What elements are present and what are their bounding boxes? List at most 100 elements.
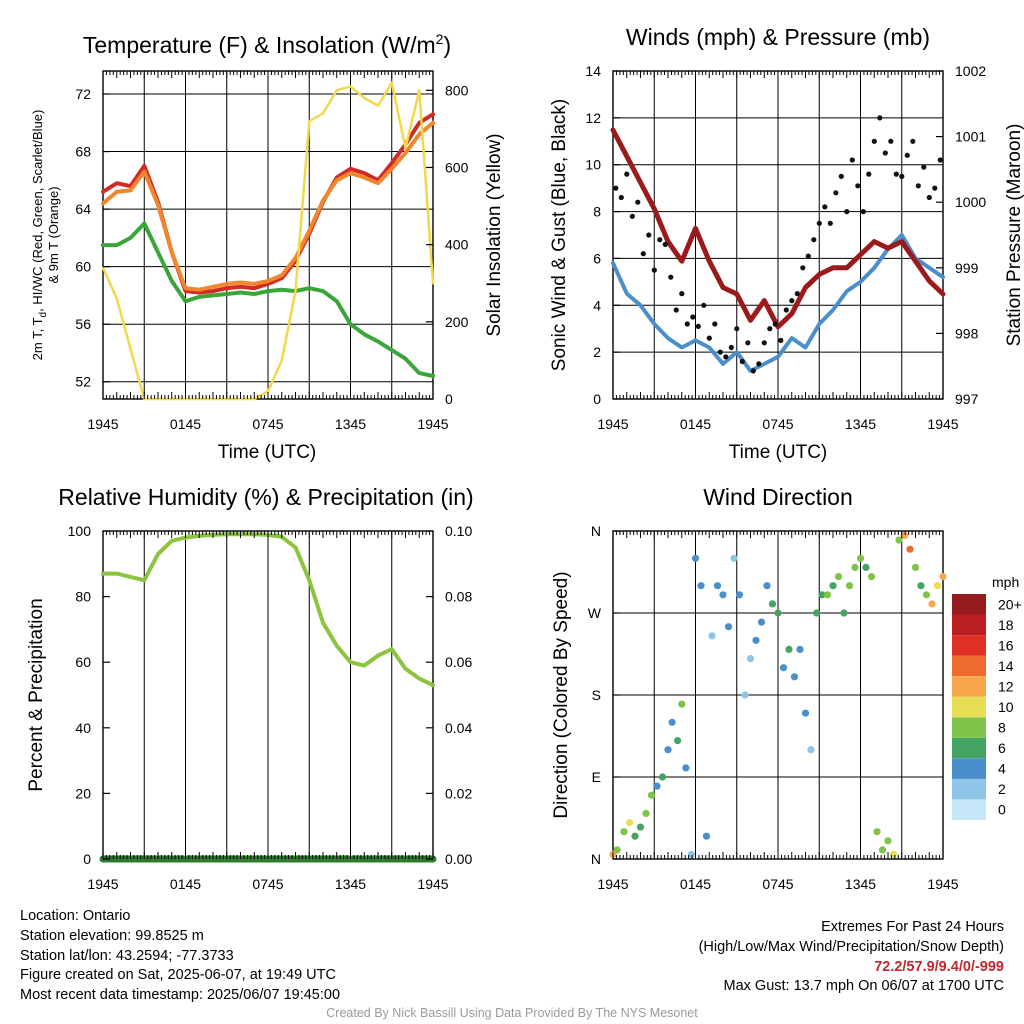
y-tick-label: 56	[75, 316, 91, 332]
gust-point	[805, 253, 811, 259]
direction-point	[674, 737, 682, 745]
y2-tick-label: 0.02	[445, 785, 472, 801]
gust-point	[624, 171, 630, 177]
direction-point	[730, 554, 738, 562]
wind-direction-title: Wind Direction	[703, 484, 853, 510]
direction-point	[796, 645, 804, 654]
direction-point	[636, 823, 645, 831]
legend-swatch	[952, 717, 986, 738]
gust-point	[646, 232, 652, 238]
x-tick-label: 1345	[845, 416, 876, 432]
x-tick-label: 0145	[170, 876, 201, 892]
y-tick-label: 0	[593, 391, 601, 407]
direction-point	[928, 600, 936, 608]
y-tick-label: 12	[585, 110, 601, 126]
gust-point	[844, 209, 850, 215]
temperature-ticks: 1945 0145 0745 1345 1945 52 56 60 64 68 72 0 200 400 6…	[75, 71, 469, 432]
direction-point	[851, 563, 859, 572]
y-tick-label: 100	[68, 523, 92, 539]
gust-point	[673, 307, 679, 313]
humidity-ylabel-left: Percent & Precipitation	[26, 598, 47, 791]
gust-point	[756, 361, 762, 367]
y2-tick-label: 600	[445, 159, 469, 175]
gust-point	[712, 321, 718, 327]
winds-panel: Winds (mph) & Pressure (mb) 1945 0145 0745…	[549, 24, 1024, 463]
legend-label: 12	[998, 679, 1014, 695]
direction-point	[647, 791, 656, 799]
gust-point	[745, 340, 751, 346]
series-line	[101, 221, 435, 378]
direction-point	[906, 545, 914, 553]
legend-label: 14	[998, 658, 1014, 674]
direction-point	[840, 609, 848, 617]
direction-point	[933, 582, 942, 590]
y2-tick-label: 0.08	[445, 589, 472, 605]
gust-point	[684, 321, 690, 327]
direction-point	[834, 573, 843, 581]
direction-point	[752, 636, 760, 644]
temperature-grid	[103, 71, 433, 399]
x-tick-label: 1945	[927, 416, 958, 432]
y-tick-label: 40	[75, 720, 91, 736]
x-tick-label: 1945	[597, 416, 628, 432]
series-line	[101, 120, 435, 292]
legend-label: 18	[998, 617, 1014, 633]
direction-point	[900, 532, 909, 540]
direction-point	[867, 573, 876, 581]
y2-tick-label: 999	[955, 260, 979, 276]
winds-ylabel-left: Sonic Wind & Gust (Blue, Black)	[549, 99, 570, 371]
gust-point	[899, 173, 905, 179]
gust-point	[904, 152, 910, 158]
legend-swatch	[952, 737, 986, 759]
direction-point	[702, 832, 711, 840]
direction-point	[911, 563, 920, 572]
y-tick-label: 8	[593, 204, 601, 220]
x-tick-label: 1345	[845, 876, 876, 892]
humidity-ticks: 1945 0145 0745 1345 1945 0 20 40 60 80 100 0.00 0.02…	[68, 523, 473, 892]
gust-point	[926, 194, 932, 201]
y2-tick-label: 998	[955, 325, 979, 341]
y2-tick-label: 997	[955, 391, 979, 407]
legend-swatch	[952, 676, 986, 697]
extremes-box: Extremes For Past 24 Hours (High/Low/Max…	[699, 918, 1004, 997]
winds-ylabel-right: Station Pressure (Maroon)	[1004, 124, 1024, 347]
y-tick-label: N	[591, 851, 601, 867]
gust-point	[811, 237, 817, 243]
legend-swatch	[952, 655, 986, 677]
gust-point	[635, 199, 641, 205]
gust-point	[838, 173, 844, 179]
winds-ticks: 1945 0145 0745 1345 1945 0 2 4 6 8 10 12 14 997 998 999…	[585, 63, 986, 432]
x-tick-label: 0745	[762, 876, 793, 892]
station-location: Location: Ontario	[20, 908, 131, 924]
legend-label: 20+	[998, 596, 1022, 612]
y2-tick-label: 0.10	[445, 523, 472, 539]
direction-point	[697, 582, 705, 590]
winds-grid	[613, 70, 943, 400]
gust-point	[888, 138, 894, 144]
y2-tick-label: 0.00	[445, 851, 472, 867]
wind-direction-ticks: 1945 0145 0745 1345 1945 N E S W N	[588, 523, 959, 892]
max-gust: Max Gust: 13.7 mph On 06/07 at 1700 UTC	[723, 978, 1004, 995]
y2-tick-label: 200	[445, 314, 469, 330]
gust-point	[816, 220, 822, 226]
gust-point	[618, 194, 624, 201]
x-tick-label: 0145	[680, 876, 711, 892]
gust-point	[651, 267, 657, 273]
x-tick-label: 1345	[335, 876, 366, 892]
direction-point	[818, 591, 826, 599]
legend-title: mph	[992, 574, 1019, 590]
gust-point	[877, 115, 883, 121]
gust-point	[794, 291, 800, 297]
direction-point	[807, 746, 815, 754]
extremes-values: 72.2/57.9/9.4/0/-999	[874, 958, 1004, 975]
gust-point	[871, 138, 877, 144]
x-tick-label: 0745	[762, 416, 793, 432]
gust-point	[882, 150, 888, 156]
direction-point	[668, 718, 676, 726]
direction-point	[678, 700, 686, 708]
direction-point	[691, 554, 700, 562]
gust-point	[833, 190, 839, 196]
gust-point	[662, 241, 668, 247]
humidity-grid	[143, 531, 393, 859]
gust-point	[910, 138, 916, 144]
